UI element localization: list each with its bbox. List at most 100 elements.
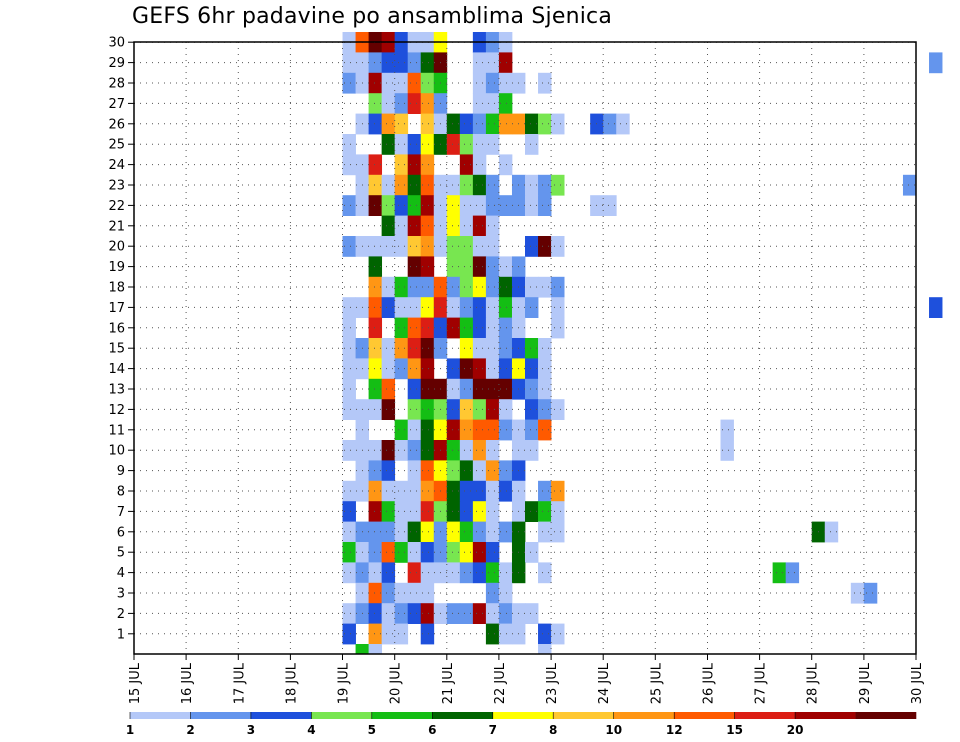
- heatmap-cell: [538, 399, 552, 420]
- heatmap-cell: [603, 113, 617, 135]
- x-tick-label: 15 JUL: [128, 662, 143, 704]
- heatmap-cell: [720, 440, 734, 461]
- heatmap-cell: [472, 134, 487, 155]
- y-tick-label: 14: [108, 362, 125, 377]
- heatmap-cell: [394, 52, 409, 74]
- heatmap-cell: [459, 154, 474, 176]
- heatmap-cell: [368, 154, 383, 176]
- heatmap-cell: [485, 256, 500, 278]
- heatmap-cell: [342, 195, 356, 216]
- heatmap-cell: [342, 501, 356, 522]
- heatmap-cell: [785, 562, 800, 584]
- heatmap-cell: [381, 521, 396, 543]
- x-tick-label: 28 JUL: [806, 662, 821, 704]
- x-tick-label: 21 JUL: [441, 662, 456, 704]
- heatmap-cell: [407, 93, 422, 114]
- heatmap-cell: [525, 195, 539, 216]
- heatmap-cell: [407, 419, 422, 441]
- y-tick-label: 20: [108, 240, 125, 255]
- heatmap-cell: [525, 419, 539, 441]
- heatmap-cell: [485, 113, 500, 135]
- heatmap-cell: [459, 113, 474, 135]
- heatmap-cell: [407, 195, 422, 216]
- heatmap-cell: [407, 460, 422, 482]
- heatmap-cell: [472, 93, 487, 114]
- y-tick-label: 17: [108, 301, 125, 316]
- heatmap-cell: [394, 603, 409, 624]
- heatmap-cell: [407, 358, 422, 380]
- heatmap-cell: [407, 174, 422, 196]
- heatmap-cell: [498, 419, 513, 441]
- heatmap-cell: [420, 419, 435, 441]
- heatmap-cell: [368, 562, 383, 584]
- heatmap-cell: [498, 113, 513, 135]
- colorbar-segment: [311, 712, 373, 719]
- heatmap-cell: [420, 93, 435, 114]
- y-axis: 1234567891011121314151617181920212223242…: [108, 36, 134, 642]
- heatmap-cell: [342, 358, 356, 380]
- heatmap-cell: [472, 542, 487, 563]
- colorbar-label: 7: [489, 723, 497, 737]
- x-tick-label: 29 JUL: [858, 662, 873, 704]
- heatmap-cell: [342, 52, 356, 74]
- heatmap-cell: [498, 358, 513, 380]
- heatmap-cell: [459, 338, 474, 359]
- heatmap-cell: [459, 256, 474, 278]
- heatmap-cell: [394, 419, 409, 441]
- x-tick-label: 30 JUL: [910, 662, 925, 704]
- heatmap-cell: [381, 542, 396, 563]
- heatmap-cell: [459, 480, 474, 502]
- y-tick-label: 24: [108, 158, 125, 173]
- heatmap-cell: [446, 174, 461, 196]
- heatmap-cell: [459, 317, 474, 339]
- heatmap-cell: [472, 52, 487, 74]
- heatmap-cell: [863, 582, 878, 604]
- heatmap-cell: [485, 582, 500, 604]
- heatmap-cell: [551, 236, 565, 257]
- heatmap-cell: [420, 358, 435, 380]
- heatmap-cell: [538, 358, 552, 380]
- heatmap-cell: [381, 501, 396, 522]
- heatmap-cell: [525, 358, 539, 380]
- heatmap-cell: [538, 378, 552, 400]
- heatmap-cell: [407, 52, 422, 74]
- heatmap-cell: [498, 256, 513, 278]
- heatmap-cell: [498, 399, 513, 420]
- heatmap-cell: [420, 195, 435, 216]
- heatmap-cell: [420, 276, 435, 298]
- heatmap-cell: [525, 236, 539, 257]
- heatmap-cell: [551, 501, 565, 522]
- heatmap-cell: [485, 603, 500, 624]
- heatmap-cell: [420, 256, 435, 278]
- heatmap-cell: [342, 521, 356, 543]
- heatmap-cell: [525, 297, 539, 318]
- y-tick-label: 3: [117, 587, 125, 602]
- heatmap-cell: [381, 562, 396, 584]
- heatmap-cell: [459, 501, 474, 522]
- heatmap-cell: [446, 256, 461, 278]
- y-tick-label: 15: [108, 342, 125, 357]
- x-tick-label: 24 JUL: [597, 662, 612, 704]
- y-tick-label: 27: [108, 97, 125, 112]
- heatmap-cell: [525, 542, 539, 563]
- y-tick-label: 22: [108, 199, 125, 214]
- heatmap-cell: [525, 338, 539, 359]
- heatmap-cell: [498, 623, 513, 645]
- heatmap-cell: [381, 297, 396, 318]
- colorbar-segment: [492, 712, 554, 719]
- colorbar-label: 6: [428, 723, 436, 737]
- heatmap-cell: [498, 195, 513, 216]
- heatmap-cell: [394, 521, 409, 543]
- heatmap-cell: [420, 72, 435, 94]
- heatmap-cell: [420, 297, 435, 318]
- heatmap-cell: [485, 399, 500, 420]
- heatmap-cell: [420, 215, 435, 237]
- heatmap-cell: [472, 215, 487, 237]
- heatmap-cell: [407, 236, 422, 257]
- heatmap-cell: [551, 521, 565, 543]
- heatmap-cell: [420, 582, 435, 604]
- heatmap-cell: [472, 378, 487, 400]
- heatmap-cell: [368, 480, 383, 502]
- heatmap-cell: [850, 582, 865, 604]
- heatmap-cell: [459, 399, 474, 420]
